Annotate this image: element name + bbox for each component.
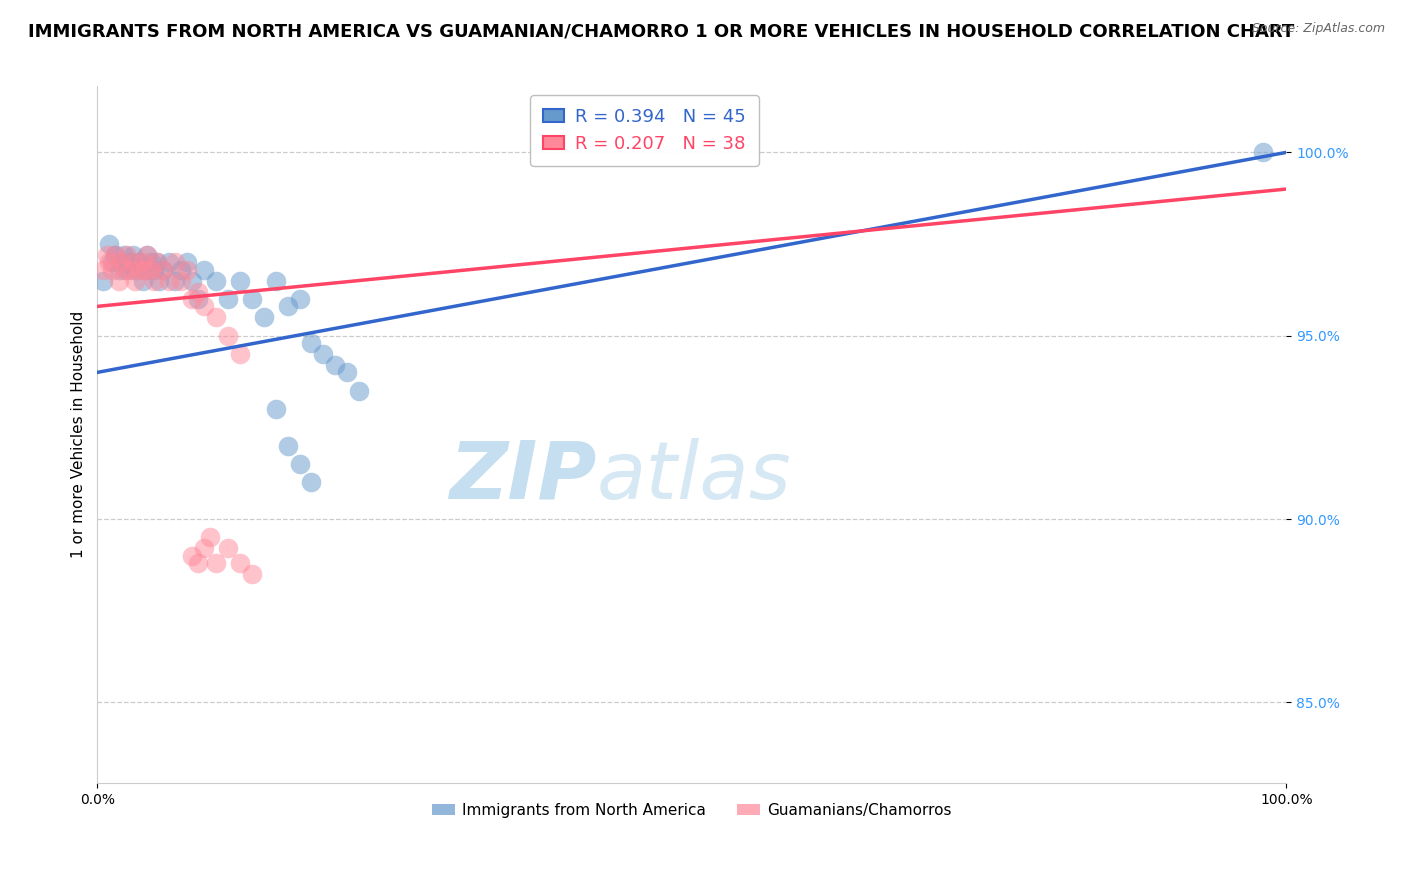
Point — [112, 248, 135, 262]
Point — [176, 262, 198, 277]
Text: IMMIGRANTS FROM NORTH AMERICA VS GUAMANIAN/CHAMORRO 1 OR MORE VEHICLES IN HOUSEH: IMMIGRANTS FROM NORTH AMERICA VS GUAMANI… — [28, 22, 1295, 40]
Point — [143, 274, 166, 288]
Point — [104, 248, 127, 262]
Point — [134, 262, 156, 277]
Point — [98, 237, 121, 252]
Point — [148, 274, 170, 288]
Point — [115, 262, 138, 277]
Point — [264, 402, 287, 417]
Point — [163, 255, 186, 269]
Point — [200, 530, 222, 544]
Point — [120, 262, 142, 277]
Point — [131, 255, 153, 269]
Point — [312, 347, 335, 361]
Point — [240, 567, 263, 582]
Point — [157, 274, 180, 288]
Point — [181, 274, 204, 288]
Y-axis label: 1 or more Vehicles in Household: 1 or more Vehicles in Household — [72, 311, 86, 558]
Point — [98, 255, 121, 269]
Point — [152, 262, 174, 277]
Point — [229, 556, 252, 570]
Point — [217, 292, 239, 306]
Point — [229, 347, 252, 361]
Point — [91, 262, 114, 277]
Point — [157, 255, 180, 269]
Point — [136, 248, 159, 262]
Point — [124, 262, 146, 277]
Point — [181, 292, 204, 306]
Point — [100, 262, 122, 277]
Point — [176, 255, 198, 269]
Point — [100, 255, 122, 269]
Point — [120, 255, 142, 269]
Point — [134, 262, 156, 277]
Point — [277, 299, 299, 313]
Point — [169, 262, 191, 277]
Point — [124, 274, 146, 288]
Point — [110, 255, 132, 269]
Point — [110, 255, 132, 269]
Point — [139, 255, 162, 269]
Point — [96, 248, 118, 262]
Point — [240, 292, 263, 306]
Point — [229, 274, 252, 288]
Point — [146, 255, 169, 269]
Point — [205, 274, 228, 288]
Point — [1251, 145, 1274, 160]
Point — [299, 336, 322, 351]
Point — [187, 285, 209, 299]
Point — [128, 262, 150, 277]
Point — [115, 248, 138, 262]
Point — [169, 274, 191, 288]
Point — [112, 262, 135, 277]
Point — [131, 274, 153, 288]
Point — [217, 328, 239, 343]
Point — [107, 274, 129, 288]
Text: ZIP: ZIP — [450, 437, 596, 516]
Point — [139, 262, 162, 277]
Point — [264, 274, 287, 288]
Point — [205, 556, 228, 570]
Point — [187, 556, 209, 570]
Point — [323, 358, 346, 372]
Legend: Immigrants from North America, Guamanians/Chamorros: Immigrants from North America, Guamanian… — [426, 797, 957, 824]
Point — [277, 439, 299, 453]
Point — [299, 475, 322, 490]
Point — [181, 549, 204, 563]
Point — [336, 365, 359, 379]
Point — [163, 274, 186, 288]
Point — [146, 255, 169, 269]
Point — [91, 274, 114, 288]
Point — [193, 541, 215, 556]
Text: atlas: atlas — [596, 437, 792, 516]
Text: Source: ZipAtlas.com: Source: ZipAtlas.com — [1251, 22, 1385, 36]
Point — [143, 262, 166, 277]
Point — [128, 255, 150, 269]
Point — [152, 262, 174, 277]
Point — [104, 248, 127, 262]
Point — [136, 248, 159, 262]
Point — [217, 541, 239, 556]
Point — [288, 457, 311, 471]
Point — [187, 292, 209, 306]
Point — [205, 310, 228, 325]
Point — [347, 384, 370, 398]
Point — [122, 255, 145, 269]
Point — [193, 299, 215, 313]
Point — [193, 262, 215, 277]
Point — [107, 262, 129, 277]
Point — [122, 248, 145, 262]
Point — [253, 310, 276, 325]
Point — [288, 292, 311, 306]
